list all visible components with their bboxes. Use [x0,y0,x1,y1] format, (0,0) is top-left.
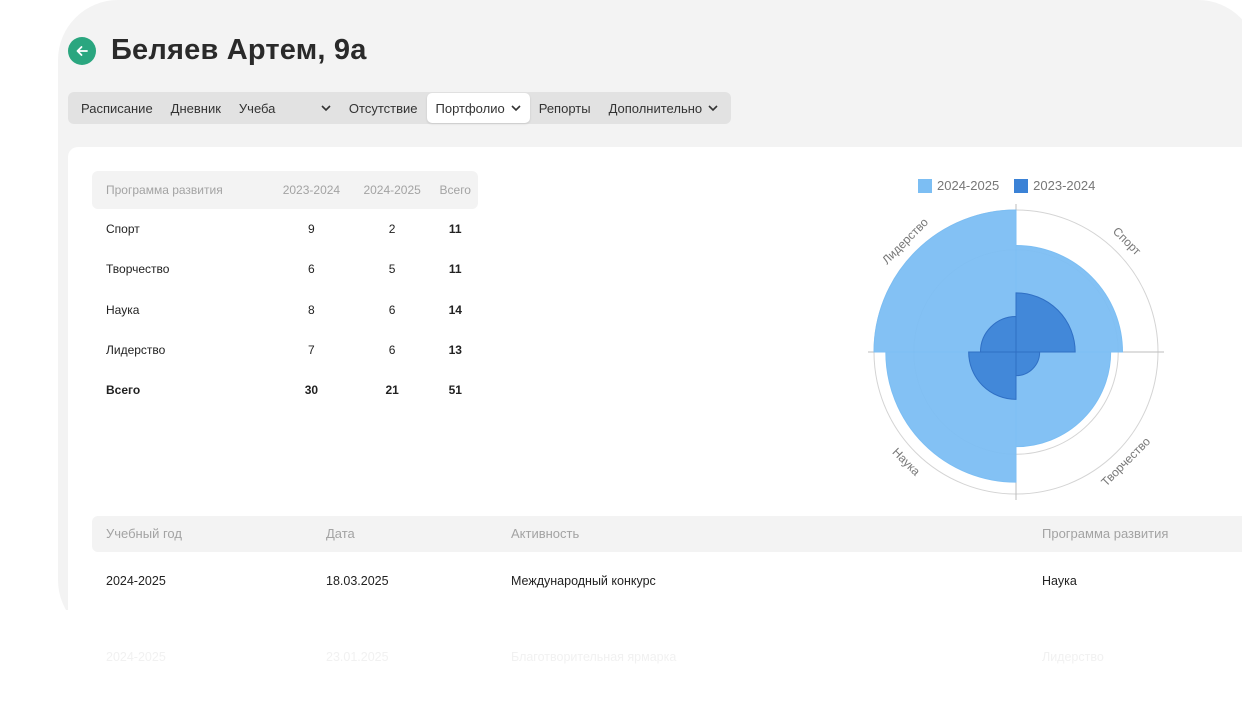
tab-portfolio[interactable]: Портфолио [426,93,530,123]
table-cell: Наука [106,302,140,317]
table-cell: 11 [448,262,462,277]
table-row: Творчество 6 5 11 [92,249,478,289]
chevron-down-icon [708,104,718,112]
tab-label: Дополнительно [608,100,703,116]
tab-label: Расписание [81,100,153,116]
tab-label: Репорты [538,100,591,116]
tab-study[interactable]: Учеба [230,93,340,123]
table-cell: 14 [448,302,462,317]
tab-diary[interactable]: Дневник [162,93,230,123]
table-row: Наука 8 6 14 [92,290,478,330]
tab-label: Дневник [170,100,221,116]
faded-table-row: 2024-2025 23.01.2025 Благотворительная я… [0,650,1242,670]
tab-bar: Расписание Дневник Учеба Отсутствие Порт… [68,92,732,124]
table-cell: 2024-2025 [106,650,166,664]
legend-swatch [918,178,932,193]
summary-header: Программа развития [92,171,272,209]
summary-header: Всего [432,171,478,209]
table-cell: 7 [308,343,315,358]
table-cell: Всего [106,383,141,398]
summary-header: 2023-2024 [271,171,352,209]
activities-header: Учебный год [106,526,182,541]
table-cell: 23.01.2025 [326,650,389,664]
legend-item[interactable]: 2024-2025 [918,178,999,193]
bottom-fade [0,610,1242,708]
table-cell: 6 [308,262,315,277]
table-cell: 21 [385,383,399,398]
tab-label: Учеба [238,100,276,116]
table-cell: Международный конкурс [511,574,656,588]
category-label: Наука [890,445,924,479]
tab-label: Портфолио [435,100,505,116]
table-total-row: Всего 30 21 51 [92,370,478,410]
table-cell: 2024-2025 [106,574,166,588]
table-cell: Спорт [106,222,140,237]
legend-label: 2023-2024 [1033,178,1096,193]
legend-swatch [1014,178,1029,193]
polar-sector[interactable] [968,351,1017,400]
activities-header-row: Учебный год Дата Активность Программа ра… [92,516,1242,552]
table-cell: Лидерство [1042,650,1104,664]
table-cell: Лидерство [106,343,166,358]
arrow-left-icon [76,45,88,56]
app-frame: Беляев Артем, 9а Расписание Дневник Учеб… [58,0,1242,640]
table-cell: Наука [1042,574,1077,588]
back-button[interactable] [68,36,96,65]
tab-reports[interactable]: Репорты [530,93,600,123]
table-cell: 6 [388,343,396,358]
table-cell: Благотворительная ярмарка [511,650,677,664]
chart-legend: 2024-2025 2023-2024 [918,178,1110,193]
polar-sector[interactable] [1015,292,1076,353]
tab-schedule[interactable]: Расписание [72,93,162,123]
table-row: Спорт 9 2 11 [92,209,478,249]
table-cell: 51 [448,383,462,398]
portfolio-panel: Программа развития 2023-2024 2024-2025 В… [68,147,1242,640]
table-cell: 11 [448,222,462,237]
polar-sector[interactable] [1015,351,1112,448]
table-cell: 6 [388,302,396,317]
table-cell: 2 [388,222,396,237]
category-label: Спорт [1110,224,1144,258]
chevron-down-icon [511,104,521,112]
tab-absence[interactable]: Отсутствие [340,93,427,123]
tab-additional[interactable]: Дополнительно [600,93,728,123]
polar-sector[interactable] [873,209,1017,353]
table-row: Лидерство 7 6 13 [92,330,478,370]
summary-header-row: Программа развития 2023-2024 2024-2025 В… [92,171,478,209]
legend-label: 2024-2025 [937,178,1000,193]
header: Беляев Артем, 9а [68,34,367,67]
table-row[interactable]: 2024-2025 18.03.2025 Международный конку… [92,563,1242,599]
table-cell: 30 [304,383,319,398]
page-title: Беляев Артем, 9а [111,34,367,66]
polar-sector[interactable] [979,315,1017,353]
activities-header: Дата [326,526,355,541]
chevron-down-icon [321,104,331,112]
table-cell: Творчество [106,262,170,277]
table-cell: 13 [448,343,462,358]
table-cell: 18.03.2025 [326,574,389,588]
table-cell: 5 [388,262,396,277]
tab-label: Отсутствие [348,100,418,116]
table-cell: 9 [308,222,315,237]
summary-header: 2024-2025 [351,171,433,209]
table-cell: 8 [308,302,315,317]
polar-sector[interactable] [1015,351,1041,377]
activities-header: Программа развития [1042,526,1169,541]
activities-header: Активность [511,526,580,541]
legend-item[interactable]: 2023-2024 [1014,178,1095,193]
summary-table: Программа развития 2023-2024 2024-2025 В… [92,171,478,410]
